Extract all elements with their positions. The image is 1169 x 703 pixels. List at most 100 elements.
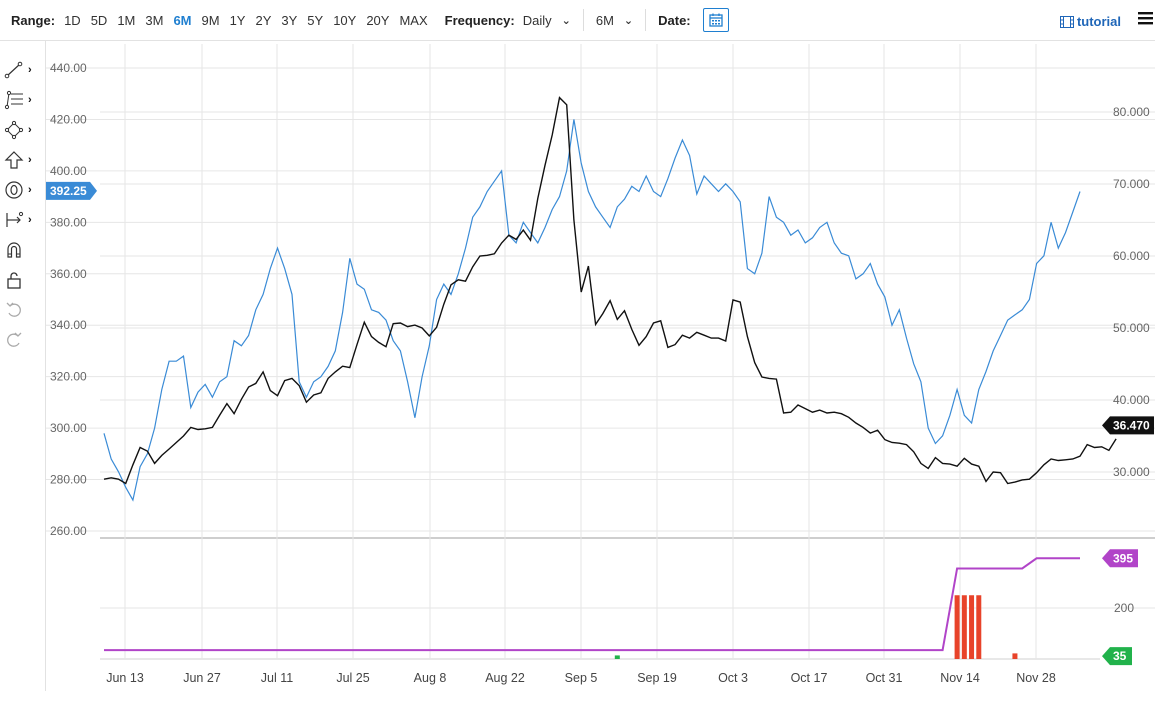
date-tick-label: Oct 31 <box>866 671 903 685</box>
event-bar <box>1012 653 1018 659</box>
range-button-5y[interactable]: 5Y <box>307 12 324 28</box>
undo-tool[interactable] <box>4 298 44 322</box>
left-tick-label: 300.00 <box>50 421 87 435</box>
date-tick-label: Aug 8 <box>414 671 447 685</box>
chevron-right-icon: › <box>28 124 32 136</box>
blue-series-line <box>103 119 1081 502</box>
annotation-tool[interactable]: › <box>4 178 44 202</box>
event-bar <box>976 595 982 659</box>
hamburger-menu-icon[interactable] <box>1138 11 1153 30</box>
left-tick-label: 420.00 <box>50 112 87 126</box>
measure-icon <box>6 211 24 227</box>
range-button-2y[interactable]: 2Y <box>255 12 272 28</box>
magnet-icon <box>7 242 21 258</box>
left-tick-label: 340.00 <box>50 318 87 332</box>
left-tick-label: 400.00 <box>50 164 87 178</box>
date-tick-label: Jul 25 <box>336 671 369 685</box>
left-tick-label: 320.00 <box>50 370 87 384</box>
black-current-value-tag-bg <box>1102 416 1154 435</box>
film-icon <box>1059 15 1074 28</box>
calendar-icon <box>708 13 723 27</box>
range-button-9m[interactable]: 9M <box>201 12 220 28</box>
date-tick-label: Sep 5 <box>565 671 598 685</box>
event-bar <box>954 595 960 659</box>
shapes-tool[interactable]: › <box>4 118 44 142</box>
arrow-up-icon <box>4 151 24 169</box>
circled-zero-icon <box>5 181 23 199</box>
date-tick-label: Aug 22 <box>485 671 525 685</box>
right-tick-label: 40.000 <box>1113 393 1150 407</box>
range-button-1d[interactable]: 1D <box>64 12 81 28</box>
range-button-1m[interactable]: 1M <box>117 12 136 28</box>
chevron-right-icon: › <box>28 214 32 226</box>
date-axis: Jun 13 Jun 27 Jul 11 Jul 25 Aug 8 Aug 22 Sep 5… <box>106 671 1056 685</box>
date-tick-label: Oct 17 <box>791 671 828 685</box>
range-button-1y[interactable]: 1Y <box>229 12 246 28</box>
measure-tool[interactable]: › <box>4 208 44 232</box>
chart-grid <box>46 44 1155 660</box>
right-tick-label: 50.000 <box>1113 321 1150 335</box>
date-label: Date: <box>658 12 691 28</box>
range-button-6m[interactable]: 6M <box>173 12 192 28</box>
event-bar <box>969 595 975 659</box>
arrow-tool[interactable]: › <box>4 148 44 172</box>
purple-end-value-tag: 395 <box>1113 551 1133 565</box>
purple-cumulative-line <box>104 557 1080 652</box>
redo-icon <box>7 332 22 347</box>
right-tick-label: 80.000 <box>1113 105 1150 119</box>
black-current-value-tag: 36.470 <box>1113 418 1150 432</box>
event-bars <box>614 595 1018 659</box>
blue-current-value-tag: 392.25 <box>50 184 87 198</box>
date-tick-label: Nov 28 <box>1016 671 1056 685</box>
right-tick-label: 70.000 <box>1113 177 1150 191</box>
toolbar-divider-line <box>0 40 1155 41</box>
left-tick-label: 440.00 <box>50 61 87 75</box>
trendline-icon <box>4 61 23 79</box>
value-tags: 392.25 36.470 395 35 <box>46 181 1154 666</box>
range-label: Range: <box>11 12 56 28</box>
frequency-select[interactable]: Daily ⌄ <box>523 13 571 28</box>
range-button-3m[interactable]: 3M <box>145 12 164 28</box>
sub-panel-axis: 200 <box>1114 601 1134 615</box>
date-picker-button[interactable] <box>702 8 729 32</box>
shapes-icon <box>4 120 24 140</box>
range-button-20y[interactable]: 20Y <box>366 12 390 28</box>
chevron-right-icon: › <box>28 184 32 196</box>
magnet-tool[interactable] <box>4 238 44 262</box>
blue-current-value-tag-bg <box>46 181 97 200</box>
event-bar <box>961 595 967 659</box>
left-tick-label: 380.00 <box>50 215 87 229</box>
black-series-line <box>103 96 1117 485</box>
period-select[interactable]: 6M ⌄ <box>596 13 633 28</box>
green-start-value-tag-bg <box>1102 647 1132 666</box>
trendline-tool[interactable]: › <box>4 58 44 82</box>
date-tick-label: Jul 11 <box>261 671 293 685</box>
range-button-3y[interactable]: 3Y <box>281 12 298 28</box>
range-button-5d[interactable]: 5D <box>90 12 108 28</box>
event-bar <box>614 655 620 659</box>
left-tick-label: 360.00 <box>50 267 87 281</box>
frequency-value: Daily <box>522 12 552 28</box>
toolbar-divider <box>645 9 647 31</box>
chevron-down-icon: ⌄ <box>561 14 571 27</box>
left-tick-label: 260.00 <box>50 524 87 538</box>
purple-end-value-tag-bg <box>1102 549 1138 568</box>
fibonacci-tool[interactable]: › <box>4 88 44 112</box>
period-value: 6M <box>595 12 614 28</box>
series-lines <box>103 96 1117 652</box>
undo-icon <box>6 302 21 317</box>
range-button-10y[interactable]: 10Y <box>333 12 357 28</box>
chevron-right-icon: › <box>28 64 32 76</box>
redo-tool[interactable] <box>4 328 44 352</box>
lock-tool[interactable] <box>4 268 44 292</box>
tutorial-link[interactable]: tutorial <box>1059 14 1121 29</box>
sub-tick-label: 200 <box>1114 601 1134 615</box>
date-tick-label: Oct 3 <box>718 671 748 685</box>
range-button-max[interactable]: MAX <box>399 12 428 28</box>
date-tick-label: Jun 13 <box>106 671 144 685</box>
toolbar: Range: 1D 5D 1M 3M 6M 9M 1Y 2Y 3Y 5Y 10Y 20Y MAX Fre… <box>0 0 1169 40</box>
chevron-right-icon: › <box>28 94 32 106</box>
right-axis: 80.000 70.000 60.000 50.000 40.000 30.000 <box>1113 105 1150 479</box>
green-start-value-tag: 35 <box>1113 649 1127 663</box>
